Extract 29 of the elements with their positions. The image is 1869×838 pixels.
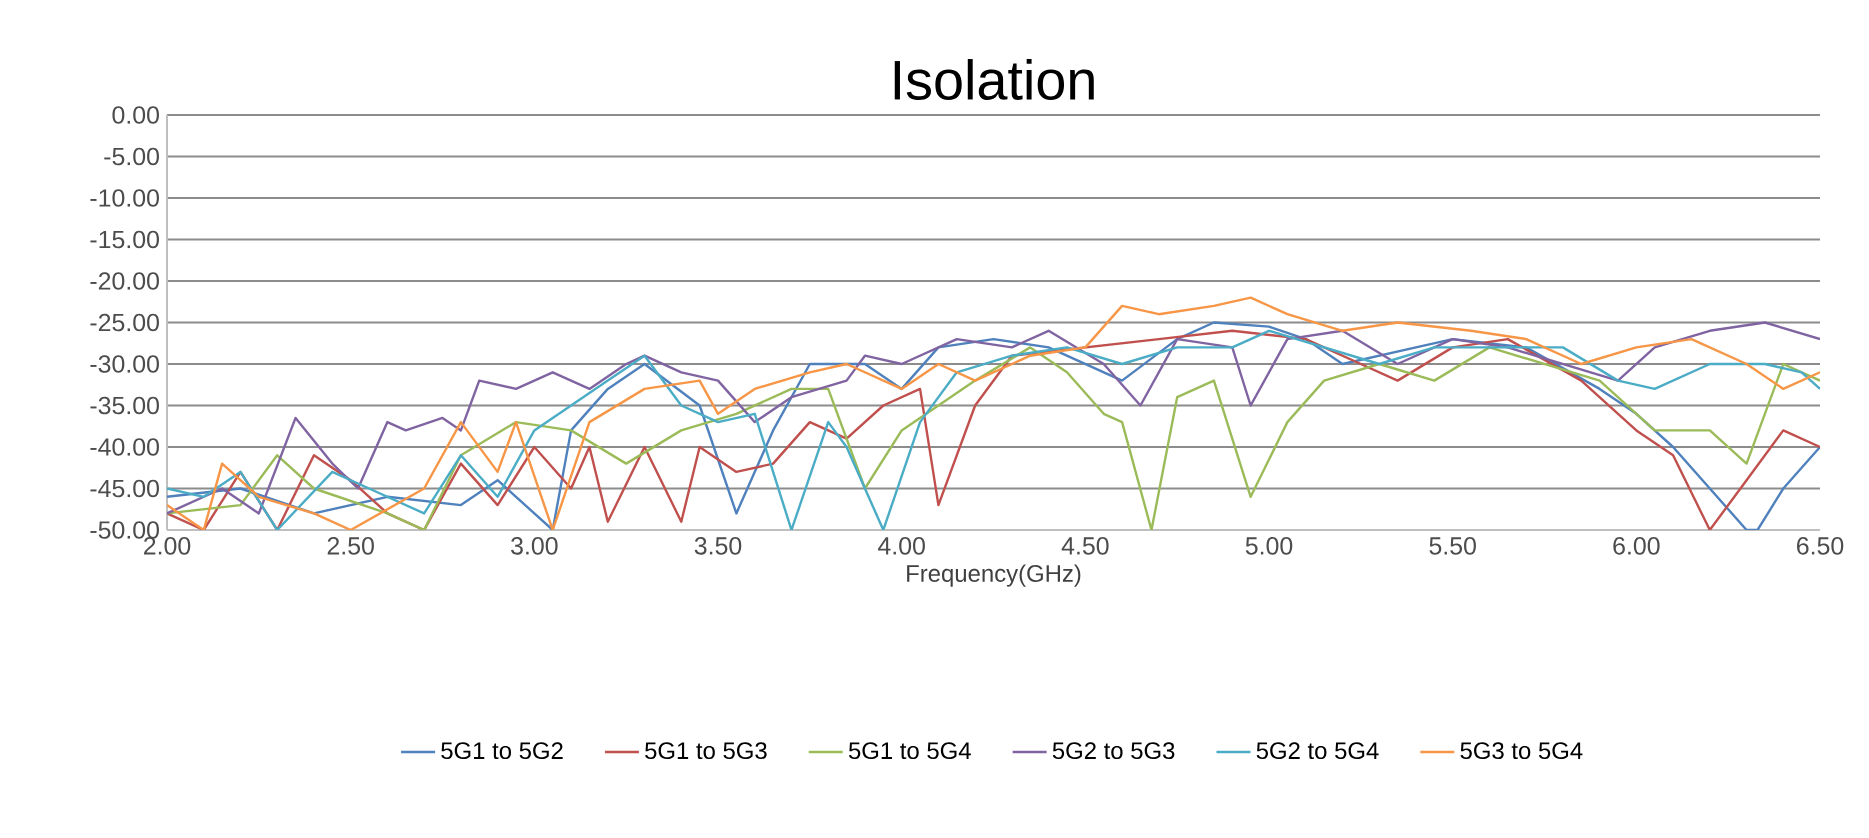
x-tick-label: 6.50 (1797, 537, 1844, 555)
y-tick-label: 0.00 (112, 106, 159, 124)
x-tick-label: 3.00 (511, 537, 558, 555)
legend-label: 5G2 to 5G4 (1256, 742, 1379, 760)
x-tick-label: 6.00 (1613, 537, 1660, 555)
x-tick-label: 4.00 (878, 537, 925, 555)
y-tick-label: -35.00 (90, 396, 159, 415)
y-tick-label: -40.00 (90, 438, 159, 456)
x-tick-label: 5.00 (1245, 537, 1293, 555)
x-tick-label: 4.50 (1061, 537, 1109, 555)
x-tick-label: 3.50 (694, 537, 742, 555)
chart-title: Isolation (894, 59, 1094, 100)
legend-label: 5G1 to 5G2 (441, 742, 563, 760)
x-tick-label: 2.00 (144, 537, 191, 555)
y-tick-label: -5.00 (104, 147, 159, 166)
x-tick-label: 2.50 (327, 537, 374, 555)
legend-label: 5G1 to 5G4 (848, 742, 971, 760)
legend-label: 5G1 to 5G3 (645, 742, 767, 760)
y-tick-label: -50.00 (90, 521, 159, 539)
y-tick-label: -45.00 (90, 479, 159, 498)
y-tick-label: -30.00 (90, 355, 159, 373)
y-tick-label: -25.00 (90, 313, 159, 332)
y-tick-label: -10.00 (90, 189, 159, 207)
y-tick-label: -15.00 (90, 230, 159, 249)
x-axis-title: Frequency(GHz) (907, 564, 1081, 587)
legend-label: 5G3 to 5G4 (1460, 742, 1583, 760)
y-tick-label: -20.00 (90, 272, 159, 290)
x-tick-label: 5.50 (1429, 537, 1476, 555)
legend-label: 5G2 to 5G3 (1052, 742, 1175, 760)
